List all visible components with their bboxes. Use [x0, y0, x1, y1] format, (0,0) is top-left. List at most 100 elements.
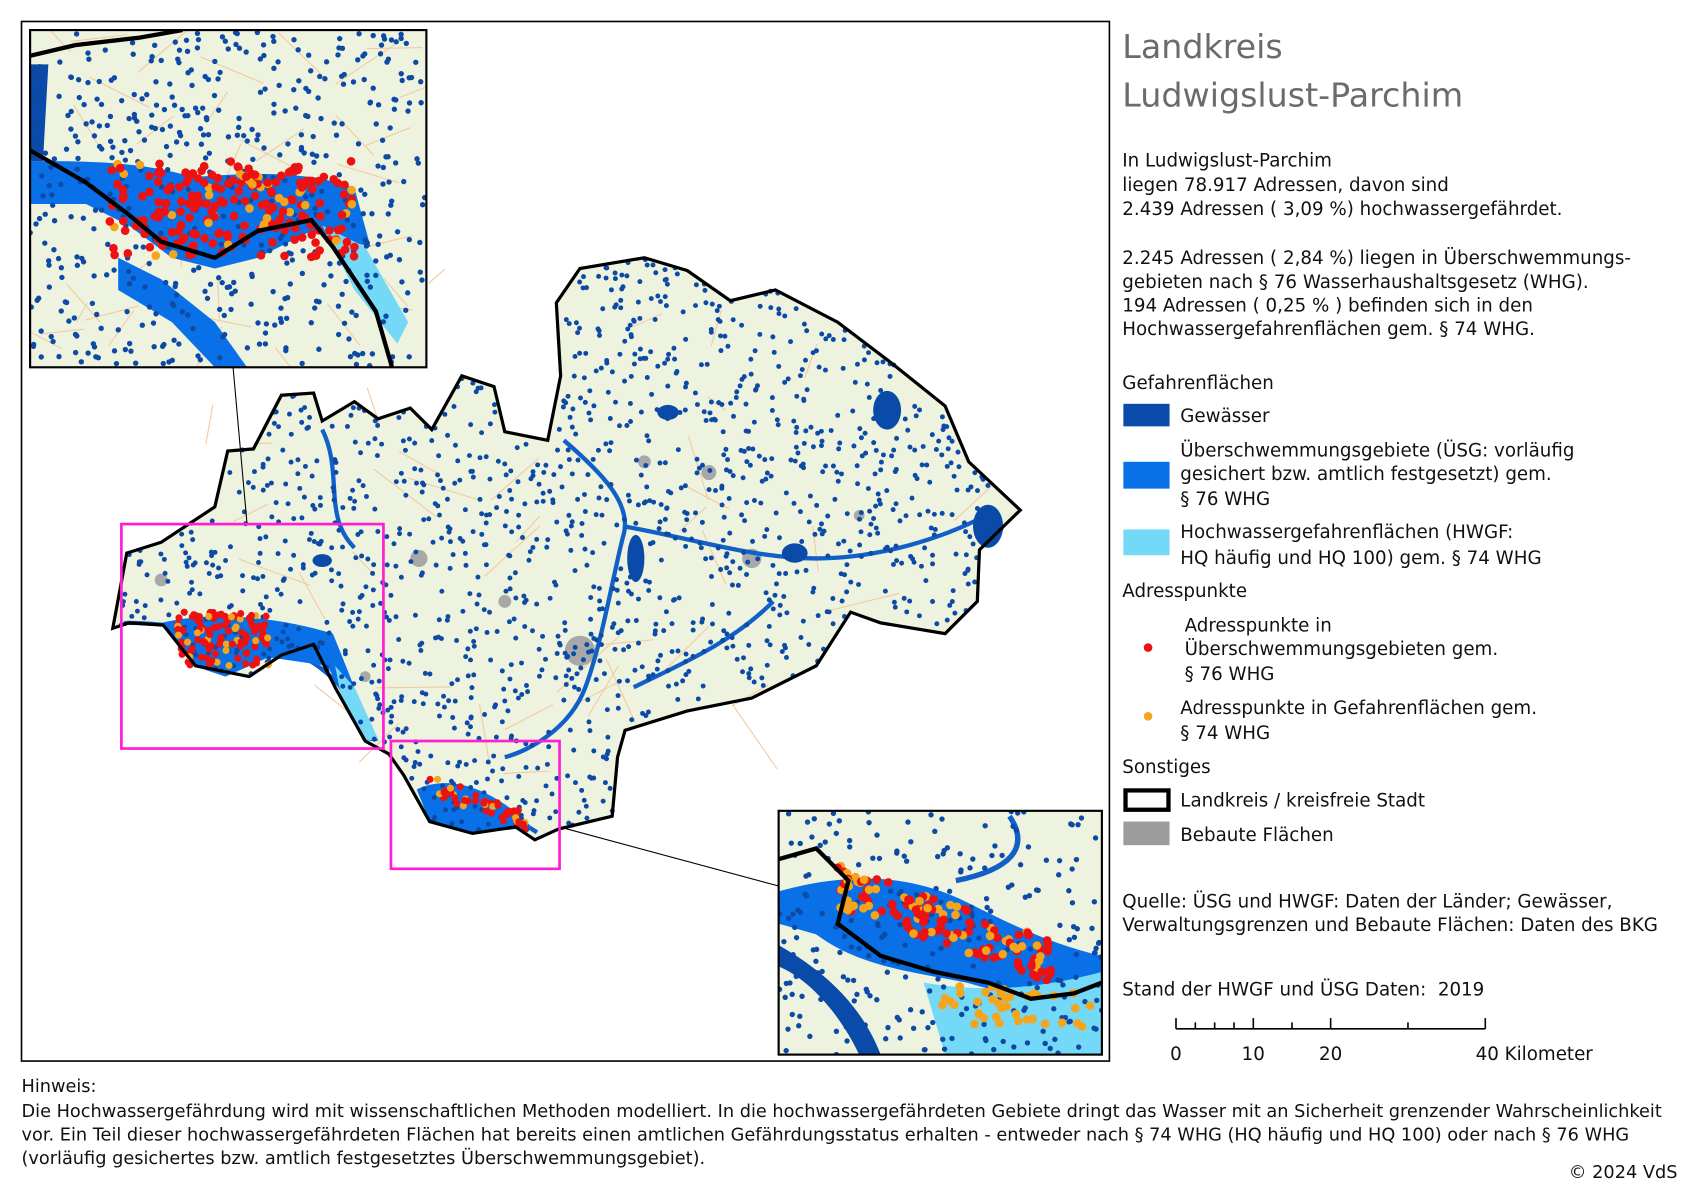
address-point	[269, 198, 275, 204]
address-point	[406, 354, 412, 360]
address-point	[894, 558, 900, 564]
address-point-usg	[237, 609, 245, 618]
address-point	[782, 994, 788, 1001]
address-point	[577, 350, 583, 356]
address-point	[278, 591, 284, 597]
address-point	[318, 502, 323, 508]
address-point	[975, 488, 981, 494]
address-point	[857, 426, 863, 432]
address-point	[784, 610, 790, 616]
address-point	[925, 1024, 931, 1031]
address-point	[196, 265, 202, 271]
road	[238, 558, 310, 586]
address-point-usg	[217, 610, 225, 618]
address-point	[842, 572, 848, 578]
address-point-usg	[905, 895, 915, 905]
address-point	[459, 819, 465, 825]
road	[232, 503, 268, 523]
address-point	[588, 631, 594, 637]
address-point	[940, 984, 947, 990]
address-point	[265, 456, 271, 462]
address-point	[612, 646, 618, 652]
address-point	[835, 478, 841, 484]
address-point	[1026, 981, 1033, 987]
address-point	[198, 141, 205, 147]
legend-label: Überschwemmungsgebieten gem.	[1185, 638, 1499, 660]
address-point-usg	[199, 178, 209, 187]
address-point	[311, 539, 317, 544]
built-area	[154, 573, 168, 587]
address-point	[169, 357, 175, 363]
address-point	[1015, 810, 1021, 816]
address-point	[703, 300, 709, 306]
legend-label: Adresspunkte in	[1185, 615, 1332, 636]
address-point	[819, 438, 825, 444]
address-point	[875, 491, 881, 497]
source: Quelle: ÜSG und HWGF: Daten der Länder; …	[1122, 890, 1612, 912]
address-point	[782, 313, 788, 319]
address-point	[933, 446, 939, 452]
address-point	[289, 257, 296, 263]
summary-line: 2.439 Adressen ( 3,09 %) hochwassergefäh…	[1122, 199, 1562, 220]
address-point	[770, 606, 776, 612]
address-point	[953, 551, 959, 557]
address-point	[210, 562, 216, 568]
address-point-usg	[225, 661, 233, 670]
address-point	[891, 599, 897, 605]
address-point	[153, 311, 159, 317]
address-point	[418, 99, 424, 106]
scale-label: 10	[1242, 1044, 1265, 1065]
address-point	[34, 297, 40, 303]
address-point	[330, 485, 336, 491]
address-point	[933, 885, 939, 892]
road	[358, 722, 400, 763]
address-point	[173, 139, 180, 145]
address-point	[126, 340, 133, 347]
address-point-usg	[190, 192, 199, 202]
address-point	[68, 108, 74, 115]
address-point	[179, 543, 185, 549]
address-point	[804, 387, 810, 393]
address-point	[949, 438, 955, 444]
address-point	[785, 376, 791, 382]
address-point	[216, 565, 222, 571]
address-point-usg	[965, 918, 974, 927]
address-point-usg	[211, 624, 219, 632]
address-point	[349, 309, 355, 315]
address-point	[909, 495, 915, 501]
address-point	[104, 122, 111, 129]
address-point	[804, 819, 811, 825]
address-point	[683, 380, 689, 386]
address-point	[785, 811, 792, 817]
address-point	[604, 707, 610, 713]
address-point	[683, 336, 689, 342]
address-point	[375, 529, 381, 534]
address-point-usg	[872, 875, 882, 884]
address-point	[300, 565, 306, 571]
address-point	[195, 109, 201, 116]
address-point	[212, 58, 218, 65]
address-point	[288, 251, 294, 257]
address-point	[590, 550, 596, 556]
address-point	[569, 675, 575, 681]
address-point-hwgf	[1073, 1019, 1082, 1028]
address-point	[440, 485, 446, 491]
address-point	[608, 287, 614, 293]
address-point-usg	[189, 229, 198, 238]
address-point-usg	[216, 196, 226, 206]
address-point	[164, 166, 171, 173]
address-point	[683, 543, 689, 549]
address-point	[303, 85, 309, 92]
address-point	[347, 619, 353, 624]
address-point	[910, 556, 916, 562]
address-point	[591, 748, 597, 754]
address-point	[420, 701, 426, 707]
address-point	[618, 566, 624, 572]
address-point	[46, 262, 52, 268]
address-point	[190, 537, 196, 543]
address-point	[173, 292, 180, 298]
address-point	[799, 539, 805, 544]
address-point	[369, 211, 375, 217]
address-point	[966, 937, 972, 943]
address-point	[146, 304, 153, 310]
